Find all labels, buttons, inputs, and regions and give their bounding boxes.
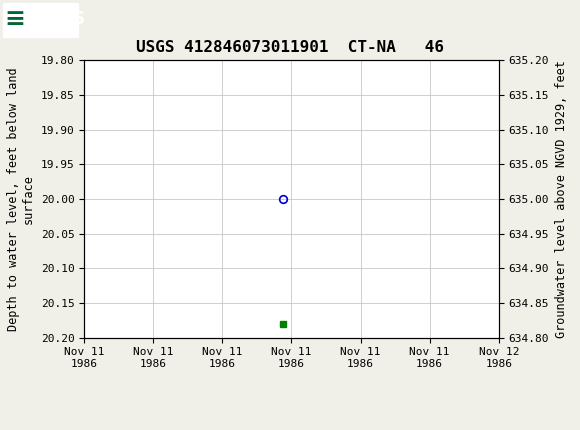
- Y-axis label: Depth to water level, feet below land
surface: Depth to water level, feet below land su…: [7, 67, 35, 331]
- Text: ≡: ≡: [5, 7, 26, 31]
- Text: USGS 412846073011901  CT-NA   46: USGS 412846073011901 CT-NA 46: [136, 40, 444, 55]
- Y-axis label: Groundwater level above NGVD 1929, feet: Groundwater level above NGVD 1929, feet: [554, 60, 568, 338]
- Text: USGS: USGS: [30, 10, 85, 28]
- Legend: Period of approved data: Period of approved data: [183, 425, 400, 430]
- Bar: [3, 3, 78, 37]
